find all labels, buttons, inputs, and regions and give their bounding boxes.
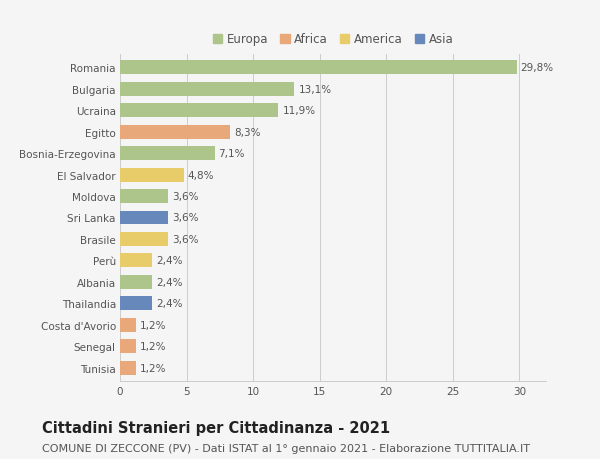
Text: COMUNE DI ZECCONE (PV) - Dati ISTAT al 1° gennaio 2021 - Elaborazione TUTTITALIA: COMUNE DI ZECCONE (PV) - Dati ISTAT al 1… (42, 443, 530, 453)
Bar (120, 104, 278, 118)
Bar (120, 211, 168, 225)
Text: 3,6%: 3,6% (172, 213, 199, 223)
Bar (120, 297, 152, 311)
Bar (120, 254, 152, 268)
Text: 13,1%: 13,1% (298, 84, 332, 95)
Text: 2,4%: 2,4% (156, 256, 182, 266)
Bar (120, 275, 152, 289)
Legend: Europa, Africa, America, Asia: Europa, Africa, America, Asia (208, 28, 458, 51)
Bar (120, 61, 517, 75)
Bar (120, 83, 295, 96)
Text: 8,3%: 8,3% (235, 127, 261, 137)
Text: 29,8%: 29,8% (521, 63, 554, 73)
Text: 4,8%: 4,8% (188, 170, 214, 180)
Bar (120, 147, 215, 161)
Text: 1,2%: 1,2% (140, 341, 166, 352)
Text: 2,4%: 2,4% (156, 299, 182, 309)
Bar (120, 233, 168, 246)
Text: 2,4%: 2,4% (156, 277, 182, 287)
Text: 7,1%: 7,1% (218, 149, 245, 159)
Text: 3,6%: 3,6% (172, 191, 199, 202)
Text: Cittadini Stranieri per Cittadinanza - 2021: Cittadini Stranieri per Cittadinanza - 2… (42, 420, 390, 435)
Bar (120, 125, 230, 139)
Bar (120, 318, 136, 332)
Bar (120, 168, 184, 182)
Bar (120, 340, 136, 353)
Text: 11,9%: 11,9% (283, 106, 316, 116)
Text: 3,6%: 3,6% (172, 235, 199, 245)
Text: 1,2%: 1,2% (140, 320, 166, 330)
Bar (120, 190, 168, 203)
Bar (120, 361, 136, 375)
Text: 1,2%: 1,2% (140, 363, 166, 373)
